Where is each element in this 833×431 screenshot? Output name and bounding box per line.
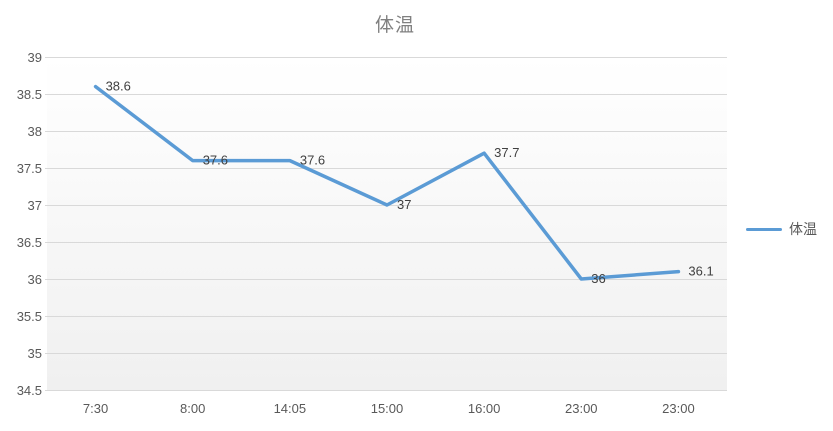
x-axis-label: 23:00: [662, 401, 695, 416]
data-label: 38.6: [106, 79, 131, 94]
data-label: 37.7: [494, 145, 519, 160]
x-axis-label: 23:00: [565, 401, 598, 416]
data-label: 37.6: [300, 153, 325, 168]
data-label: 37.6: [203, 153, 228, 168]
x-axis-label: 7:30: [83, 401, 108, 416]
plot-area: [47, 57, 727, 390]
data-label: 36: [591, 271, 605, 286]
legend-line-swatch: [746, 227, 782, 231]
y-axis-label: 38.5: [17, 87, 42, 102]
y-axis-label: 36: [28, 272, 42, 287]
y-axis-label: 36.5: [17, 235, 42, 250]
temperature-series-line: [93, 84, 681, 281]
x-axis-label: 16:00: [468, 401, 501, 416]
legend: 体温: [746, 221, 817, 237]
y-axis-label: 38: [28, 124, 42, 139]
x-axis-label: 14:05: [274, 401, 307, 416]
y-axis-label: 35: [28, 346, 42, 361]
data-label: 37: [397, 197, 411, 212]
data-label: 36.1: [688, 264, 713, 279]
x-axis-label: 8:00: [180, 401, 205, 416]
y-axis-label: 35.5: [17, 309, 42, 324]
legend-series-label: 体温: [789, 221, 817, 237]
x-axis-label: 15:00: [371, 401, 404, 416]
y-axis-label: 39: [28, 50, 42, 65]
y-axis-label: 37.5: [17, 161, 42, 176]
y-axis-label: 37: [28, 198, 42, 213]
y-axis-label: 34.5: [17, 383, 42, 398]
